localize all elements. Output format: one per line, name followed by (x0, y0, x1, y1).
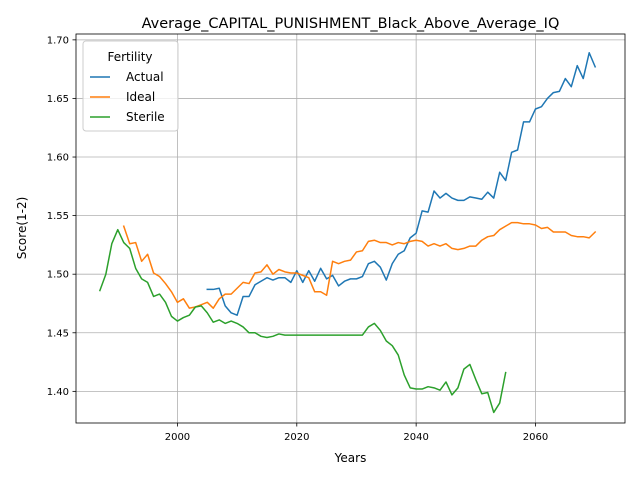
plot-area-frame (75, 33, 626, 424)
x-tick-label: 2060 (523, 432, 548, 443)
grid-lines (76, 34, 625, 423)
legend-box (82, 40, 179, 132)
x-axis-label: Years (334, 451, 367, 465)
legend-label-ideal: Ideal (126, 90, 155, 104)
series-lines (98, 52, 597, 414)
legend: Fertility Actual Ideal Sterile (82, 40, 179, 132)
legend-label-actual: Actual (126, 70, 164, 84)
x-tick-label: 2000 (165, 432, 190, 443)
y-tick-label: 1.60 (47, 153, 69, 164)
x-tick-label: 2020 (284, 432, 309, 443)
legend-label-sterile: Sterile (126, 110, 165, 124)
chart-title: Average_CAPITAL_PUNISHMENT_Black_Above_A… (142, 16, 560, 32)
y-tick-label: 1.55 (47, 211, 69, 222)
x-axis-ticks: 2000 2020 2040 2060 (165, 423, 548, 443)
series-line-sterile (98, 228, 507, 414)
y-tick-label: 1.50 (47, 270, 69, 281)
x-tick-label: 2040 (403, 432, 428, 443)
y-tick-label: 1.45 (47, 328, 69, 339)
y-tick-label: 1.70 (47, 35, 69, 46)
y-axis-label: Score(1-2) (15, 197, 29, 260)
legend-entries: Actual Ideal Sterile (90, 70, 165, 124)
series-line-actual (206, 52, 597, 316)
series-line-ideal (122, 221, 597, 309)
y-axis-ticks: 1.40 1.45 1.50 1.55 1.60 1.65 1.70 (47, 35, 76, 398)
legend-title: Fertility (107, 50, 152, 64)
y-tick-label: 1.65 (47, 94, 69, 105)
y-tick-label: 1.40 (47, 387, 69, 398)
